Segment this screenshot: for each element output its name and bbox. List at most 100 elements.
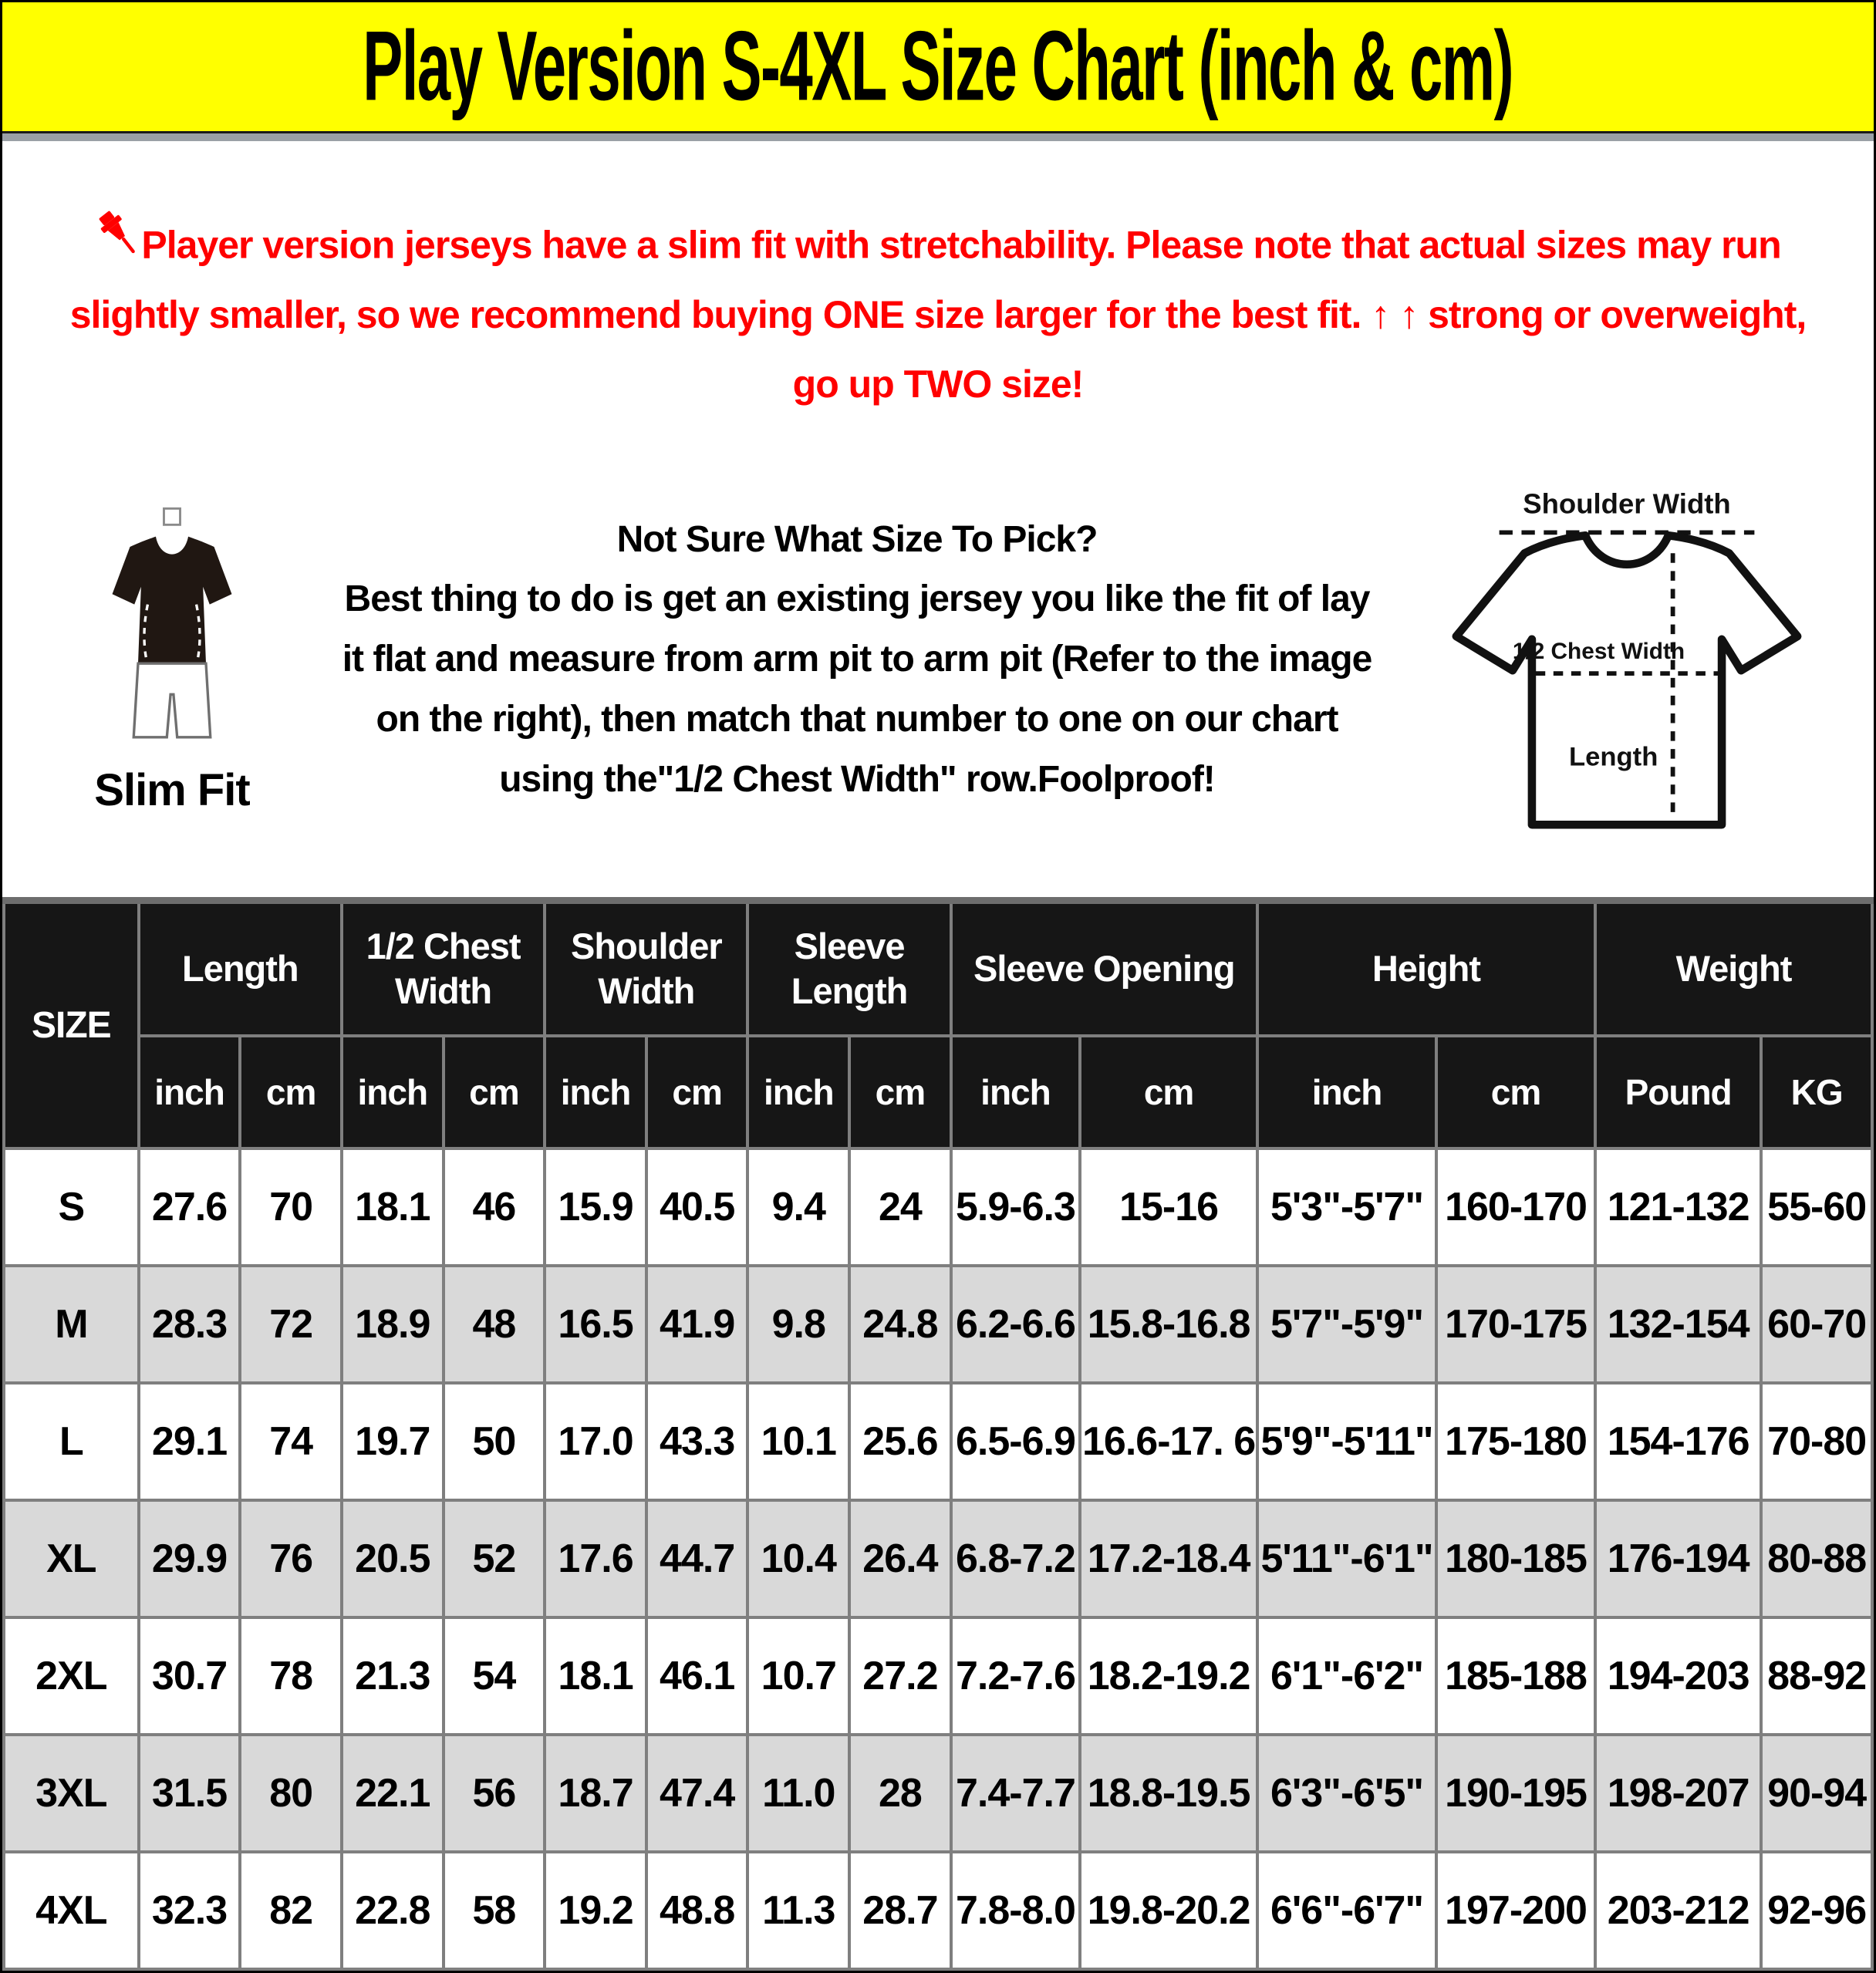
table-row: 3XL 31.5 80 22.1 56 18.7 47.4 11.0 28 7.4-7.7 18.8… — [2, 1733, 1874, 1853]
size-column-header: SIZE — [2, 899, 140, 1150]
table-cell: 198-207 — [1593, 1733, 1763, 1853]
table-row: 2XL 30.7 78 21.3 54 18.1 46.1 10.7 27.2 7.2-7.6 18… — [2, 1616, 1874, 1736]
table-cell: 19.2 — [543, 1850, 648, 1971]
table-cell: 7.4-7.7 — [949, 1733, 1082, 1853]
table-cell: 60-70 — [1760, 1264, 1874, 1384]
table-cell: 21.3 — [339, 1616, 445, 1736]
table-cell: 15.9 — [543, 1147, 648, 1267]
table-cell: 16.5 — [543, 1264, 648, 1384]
table-cell: 90-94 — [1760, 1733, 1874, 1853]
measure-guide-section: Slim Fit Not Sure What Size To Pick? Bes… — [2, 468, 1874, 886]
table-cell: 46 — [441, 1147, 547, 1267]
slim-fit-label: Slim Fit — [94, 764, 250, 815]
table-cell: 7.8-8.0 — [949, 1850, 1082, 1971]
column-unit-header: cm — [644, 1034, 750, 1150]
size-pick-body: Best thing to do is get an existing jers… — [342, 578, 1373, 800]
table-cell: 72 — [238, 1264, 343, 1384]
table-cell: 28 — [848, 1733, 953, 1853]
size-pick-heading: Not Sure What Size To Pick? — [616, 518, 1098, 560]
table-unit-row: inch cm inch cm inch cm inch cm inch cm inch cm Poun… — [4, 1034, 1874, 1150]
table-cell: 197-200 — [1435, 1850, 1597, 1971]
column-unit-header: inch — [949, 1034, 1082, 1150]
table-cell: 50 — [441, 1381, 547, 1502]
table-cell: 18.9 — [339, 1264, 445, 1384]
table-cell: 24 — [848, 1147, 953, 1267]
table-cell: 175-180 — [1435, 1381, 1597, 1502]
size-cell: 3XL — [2, 1733, 140, 1853]
column-unit-header: cm — [848, 1034, 953, 1150]
table-cell: 17.2-18.4 — [1078, 1499, 1259, 1619]
column-unit-header: inch — [339, 1034, 445, 1150]
page-title: Play Version S-4XL Size Chart (inch & cm… — [363, 11, 1514, 122]
table-cell: 20.5 — [339, 1499, 445, 1619]
table-cell: 5'9"-5'11" — [1255, 1381, 1439, 1502]
column-unit-header: inch — [137, 1034, 242, 1150]
table-cell: 121-132 — [1593, 1147, 1763, 1267]
table-cell: 6'6"-6'7" — [1255, 1850, 1439, 1971]
table-cell: 10.4 — [746, 1499, 852, 1619]
table-cell: 185-188 — [1435, 1616, 1597, 1736]
table-cell: 78 — [238, 1616, 343, 1736]
fit-notice: Player version jerseys have a slim fit w… — [2, 172, 1874, 430]
table-cell: 28.3 — [137, 1264, 242, 1384]
table-cell: 76 — [238, 1499, 343, 1619]
size-cell: 4XL — [2, 1850, 140, 1971]
column-unit-header: cm — [1435, 1034, 1597, 1150]
table-row: L 29.1 74 19.7 50 17.0 43.3 10.1 25.6 6.5-6.9 16.6… — [2, 1381, 1874, 1502]
table-row: 4XL 32.3 82 22.8 58 19.2 48.8 11.3 28.7 7.8-8.0 19… — [2, 1850, 1874, 1971]
column-unit-header: Pound — [1593, 1034, 1763, 1150]
diagram-length-label: Length — [1569, 742, 1658, 771]
column-unit-header: inch — [746, 1034, 852, 1150]
table-cell: 176-194 — [1593, 1499, 1763, 1619]
table-cell: 56 — [441, 1733, 547, 1853]
table-cell: 194-203 — [1593, 1616, 1763, 1736]
table-cell: 58 — [441, 1850, 547, 1971]
size-cell: L — [2, 1381, 140, 1502]
table-cell: 22.1 — [339, 1733, 445, 1853]
column-unit-header: cm — [1078, 1034, 1259, 1150]
table-cell: 29.1 — [137, 1381, 242, 1502]
column-unit-header: cm — [238, 1034, 343, 1150]
diagram-half-chest-label: 1/2 Chest Width — [1513, 638, 1685, 663]
table-cell: 160-170 — [1435, 1147, 1597, 1267]
table-cell: 46.1 — [644, 1616, 750, 1736]
table-cell: 25.6 — [848, 1381, 953, 1502]
table-cell: 6.8-7.2 — [949, 1499, 1082, 1619]
table-cell: 29.9 — [137, 1499, 242, 1619]
slim-fit-column: Slim Fit — [56, 482, 288, 816]
table-cell: 18.7 — [543, 1733, 648, 1853]
slim-fit-figure — [112, 507, 232, 738]
column-unit-header: KG — [1760, 1034, 1874, 1150]
size-cell: S — [2, 1147, 140, 1267]
table-cell: 5.9-6.3 — [949, 1147, 1082, 1267]
table-cell: 6'3"-6'5" — [1255, 1733, 1439, 1853]
table-cell: 47.4 — [644, 1733, 750, 1853]
table-cell: 6'1"-6'2" — [1255, 1616, 1439, 1736]
table-cell: 48 — [441, 1264, 547, 1384]
table-cell: 180-185 — [1435, 1499, 1597, 1619]
diagram-shoulder-width-label: Shoulder Width — [1523, 487, 1730, 519]
size-cell: 2XL — [2, 1616, 140, 1736]
size-chart-table: SIZE Length 1/2 Chest Width Shoulder Width… — [2, 896, 1874, 1971]
table-cell: 43.3 — [644, 1381, 750, 1502]
table-cell: 17.6 — [543, 1499, 648, 1619]
column-group-header: Shoulder Width — [543, 899, 750, 1037]
table-header: SIZE Length 1/2 Chest Width Shoulder Width… — [2, 899, 1874, 1150]
table-cell: 31.5 — [137, 1733, 242, 1853]
table-cell: 11.0 — [746, 1733, 852, 1853]
table-cell: 5'7"-5'9" — [1255, 1264, 1439, 1384]
table-cell: 27.6 — [137, 1147, 242, 1267]
table-cell: 6.2-6.6 — [949, 1264, 1082, 1384]
size-table-body: S 27.6 70 18.1 46 15.9 40.5 9.4 24 5.9-6.3 15-16 5'… — [2, 1147, 1874, 1971]
tshirt-measure-diagram: Shoulder Width 1/2 Chest Width Length — [1452, 487, 1802, 829]
table-cell: 18.8-19.5 — [1078, 1733, 1259, 1853]
column-unit-header: inch — [1255, 1034, 1439, 1150]
table-cell: 74 — [238, 1381, 343, 1502]
table-cell: 15-16 — [1078, 1147, 1259, 1267]
table-cell: 15.8-16.8 — [1078, 1264, 1259, 1384]
table-cell: 5'3"-5'7" — [1255, 1147, 1439, 1267]
measure-diagram-column: Shoulder Width 1/2 Chest Width Length — [1411, 482, 1843, 868]
title-banner: Play Version S-4XL Size Chart (inch & cm… — [2, 2, 1874, 133]
column-unit-header: cm — [441, 1034, 547, 1150]
